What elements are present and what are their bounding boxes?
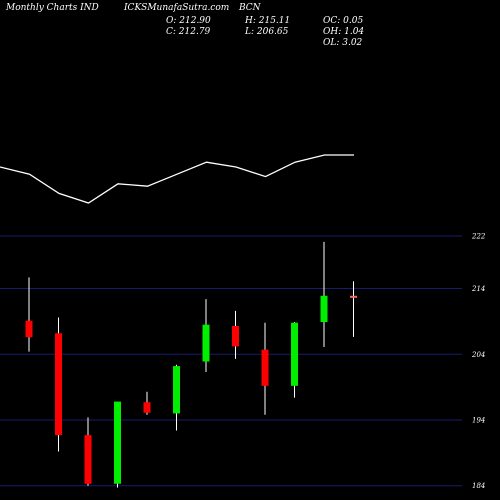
oc-value: OC: 0.05 [323,16,364,26]
indicator-line [0,154,354,204]
symbol-name: BCN [239,3,261,13]
candle-body [25,320,33,338]
y-tick-label: 204 [471,351,485,359]
y-tick-label: 184 [472,482,485,490]
site-name: ICKSMunafaSutra.com [124,3,230,13]
candle-body [114,401,121,484]
candle-body [291,322,298,386]
y-tick-label: 222 [471,232,486,240]
y-tick-label: 194 [472,416,485,424]
close-value: C: 212.79 [166,27,211,37]
oh-value: OH: 1.04 [323,27,365,37]
candle-body [202,324,210,362]
high-value: H: 215.11 [245,16,291,26]
open-value: O: 212.90 [166,16,211,26]
candle-body [173,366,180,414]
candle-body [350,295,357,298]
candle-body [84,435,92,484]
candle-body [55,333,62,436]
candle-body [261,349,269,386]
candle-body [320,295,328,323]
candle-body [232,326,239,347]
low-value: L: 206.65 [245,27,289,37]
y-tick-label: 214 [471,285,485,293]
chart-title: Monthly Charts IND [6,3,99,13]
candle-body [143,402,151,413]
ol-value: OL: 3.02 [323,38,363,48]
